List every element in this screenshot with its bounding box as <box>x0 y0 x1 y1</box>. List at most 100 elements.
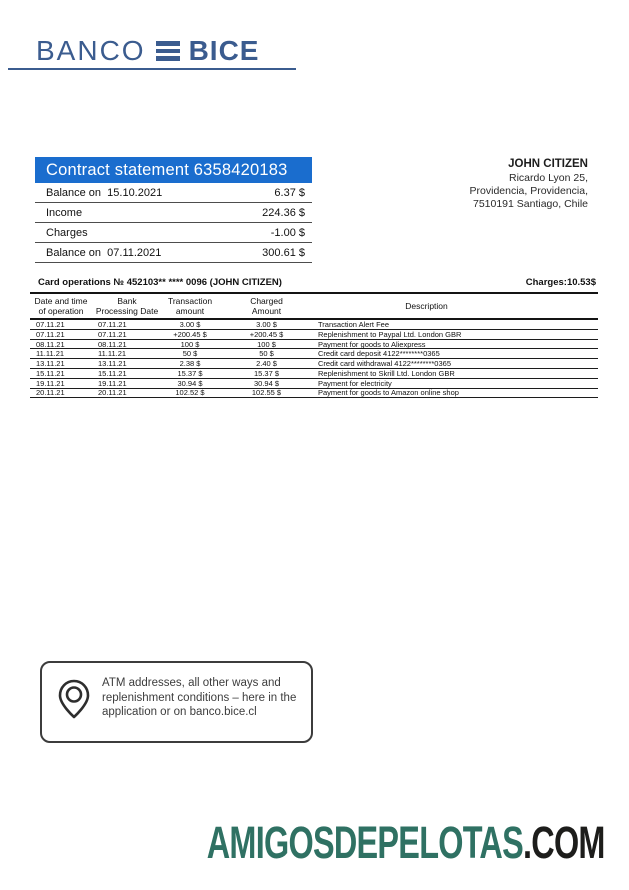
column-header: Charged Amount <box>218 294 315 318</box>
column-header-line: Date and time <box>34 296 88 306</box>
column-header: Transaction amount <box>162 294 218 318</box>
table-cell: 15.11.21 <box>98 368 127 378</box>
column-header: Description <box>315 294 598 318</box>
statement-row-value: 224.36 $ <box>262 206 305 219</box>
column-header-line: Description <box>405 301 448 311</box>
table-row: 07.11.21 07.11.21 +200.45 $ +200.45 $ Replen… <box>30 330 598 340</box>
table-cell: Replenishment to Skrill Ltd. London GBR <box>318 368 455 378</box>
table-cell: 13.11.21 <box>36 359 65 369</box>
column-header-line: Charged <box>250 296 283 306</box>
table-cell: Payment for goods to Amazon online shop <box>318 388 459 398</box>
footer-brand-name: AMIGOSDEPELOTAS <box>207 817 524 868</box>
table-cell: 30.94 $ <box>253 378 280 388</box>
logo-bars-icon <box>155 41 180 61</box>
statement-row-value: -1.00 $ <box>270 226 305 239</box>
statement-row: Balance on 15.10.2021 6.37 $ <box>35 183 312 203</box>
table-cell: 11.11.21 <box>36 349 65 359</box>
statement-row-label: Balance on 15.10.2021 <box>46 186 163 199</box>
statement-row: Balance on 07.11.2021 300.61 $ <box>35 243 312 263</box>
column-header-line: amount <box>175 306 205 316</box>
table-cell: Payment for goods to Aliexpress <box>318 339 426 349</box>
column-header-line: Bank <box>117 296 137 306</box>
statement-row-label: Balance on 07.11.2021 <box>46 246 162 259</box>
statement-row-label: Charges <box>46 226 88 239</box>
table-cell: Transaction Alert Fee <box>318 319 390 329</box>
table-cell: 20.11.21 <box>36 388 65 398</box>
footer-brand: AMIGOSDEPELOTAS.COM <box>207 817 606 868</box>
table-cell: 11.11.21 <box>98 349 127 359</box>
table-cell: Payment for electricity <box>318 378 392 388</box>
table-cell: 07.11.21 <box>98 329 127 339</box>
statement-row: Charges -1.00 $ <box>35 223 312 243</box>
logo-row: BANCO BICE <box>8 36 296 66</box>
statement-row-label: Income <box>46 206 83 219</box>
column-header-line: Processing Date <box>95 306 159 316</box>
card-operations-title: Card operations № 452103** **** 0096 (JO… <box>38 277 282 288</box>
column-header-line: Transaction <box>167 296 213 306</box>
table-row: 13.11.21 13.11.21 2.38 $ 2.40 $ Credit card … <box>30 359 598 369</box>
logo-text-banco: BANCO <box>36 35 146 66</box>
recipient-address-line: Providencia, Providencia, <box>469 185 588 197</box>
table-cell: 19.11.21 <box>36 378 65 388</box>
recipient-address-line: Ricardo Lyon 25, <box>509 172 588 184</box>
footer-brand-suffix: .COM <box>523 817 605 868</box>
table-cell: +200.45 $ <box>249 329 284 339</box>
table-cell: 08.11.21 <box>36 339 65 349</box>
recipient-address-line: 7510191 Santiago, Chile <box>472 198 588 210</box>
table-cell: 3.00 $ <box>256 319 277 329</box>
bank-logo: BANCO BICE <box>8 36 296 70</box>
table-cell: 15.37 $ <box>253 368 280 378</box>
table-row: 07.11.21 07.11.21 3.00 $ 3.00 $ Transaction … <box>30 320 598 330</box>
column-header-line: of operation <box>38 306 84 316</box>
contract-statement-section: Contract statement 6358420183 Balance on… <box>35 157 312 263</box>
atm-note-text: ATM addresses, all other ways and replen… <box>102 677 297 718</box>
card-operations-section: Card operations № 452103** **** 0096 (JO… <box>30 277 598 399</box>
statement-title-bar: Contract statement 6358420183 <box>35 157 312 183</box>
logo-underline <box>8 68 296 70</box>
recipient-name: JOHN CITIZEN <box>508 158 588 170</box>
table-cell: 3.00 $ <box>179 319 201 329</box>
column-header-line: Amount <box>251 306 282 316</box>
table-cell: 2.38 $ <box>179 359 201 369</box>
card-operations-table: Date and time of operation Bank Processing … <box>30 292 598 399</box>
logo-text-bice: BICE <box>188 35 260 66</box>
card-operations-charges-summary: Charges:10.53$ <box>525 277 596 288</box>
table-cell: 102.52 $ <box>175 388 205 398</box>
table-row: 15.11.21 15.11.21 15.37 $ 15.37 $ Replenishm… <box>30 369 598 379</box>
column-header: Bank Processing Date <box>92 294 162 318</box>
table-cell: 07.11.21 <box>98 319 127 329</box>
table-cell: +200.45 $ <box>173 329 207 339</box>
table-cell: 15.11.21 <box>36 368 65 378</box>
card-operations-header: Card operations № 452103** **** 0096 (JO… <box>30 277 598 292</box>
card-operations-table-body: 07.11.21 07.11.21 3.00 $3.00 $ Transaction … <box>30 320 598 399</box>
column-header: Date and time of operation <box>30 294 92 318</box>
statement-row-value: 6.37 $ <box>274 186 305 199</box>
table-row: 08.11.21 08.11.21 100 $ 100 $ Payment for go… <box>30 340 598 350</box>
table-row: 19.11.21 19.11.21 30.94 $ 30.94 $ Payment fo… <box>30 379 598 389</box>
table-cell: 07.11.21 <box>36 319 65 329</box>
statement-row: Income 224.36 $ <box>35 203 312 223</box>
table-cell: 50 $ <box>259 349 274 359</box>
table-cell: 19.11.21 <box>98 378 127 388</box>
table-cell: 50 $ <box>182 349 198 359</box>
table-cell: Credit card withdrawal 4122********0365 <box>318 359 451 369</box>
table-cell: 2.40 $ <box>256 359 277 369</box>
table-cell: Replenishment to Paypal Ltd. London GBR <box>318 329 462 339</box>
table-cell: 100 $ <box>257 339 276 349</box>
table-cell: 07.11.21 <box>36 329 65 339</box>
table-cell: 13.11.21 <box>98 359 127 369</box>
location-pin-icon <box>58 679 90 719</box>
table-cell: 100 $ <box>180 339 200 349</box>
table-row: 11.11.21 11.11.21 50 $ 50 $ Credit card depo… <box>30 349 598 360</box>
recipient-address: Ricardo Lyon 25, Providencia, Providencia… <box>470 172 588 211</box>
table-row: 20.11.21 20.11.21 102.52 $ 102.55 $ Payment … <box>30 388 598 399</box>
table-cell: 15.37 $ <box>177 368 203 378</box>
atm-note-box: ATM addresses, all other ways and replen… <box>40 661 313 743</box>
statement-rows: Balance on 15.10.2021 6.37 $ Income 224.36 … <box>35 183 312 263</box>
recipient-block: JOHN CITIZEN Ricardo Lyon 25, Providencia… <box>470 158 588 211</box>
statement-row-value: 300.61 $ <box>262 246 305 259</box>
table-cell: 20.11.21 <box>98 388 127 398</box>
card-operations-table-head: Date and time of operation Bank Processing … <box>30 294 598 320</box>
table-cell: 30.94 $ <box>177 378 203 388</box>
